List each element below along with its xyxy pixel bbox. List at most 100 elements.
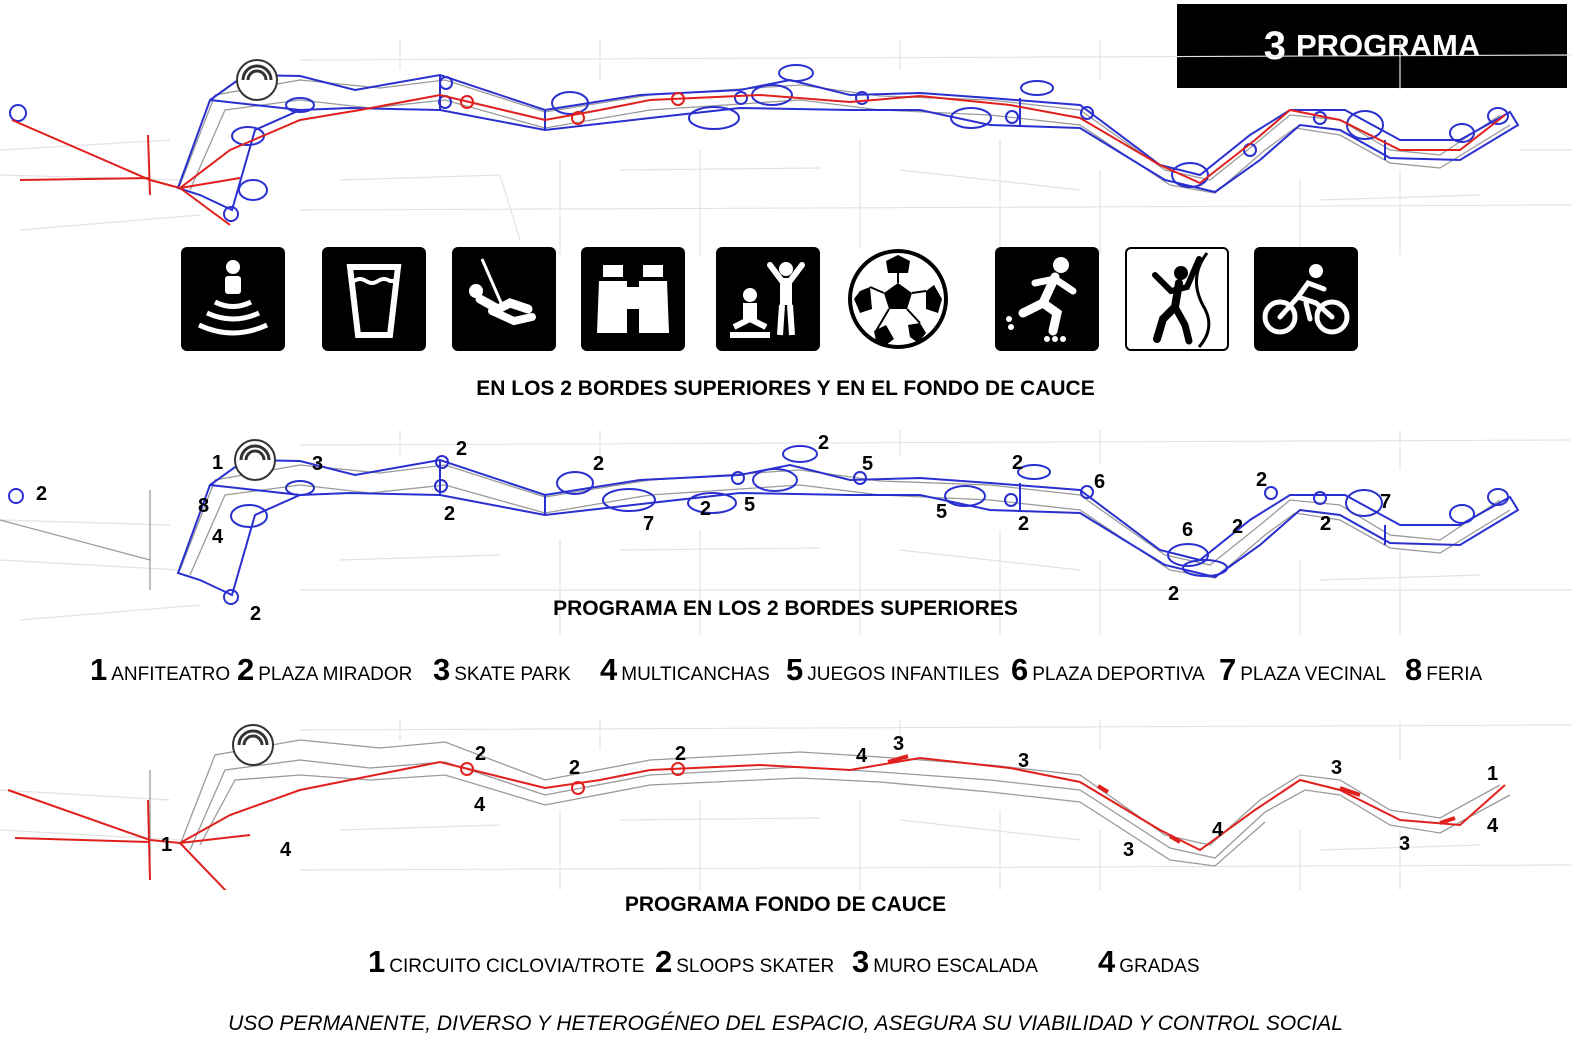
legend-number: 3 bbox=[433, 652, 451, 687]
legend-riverbed: 1 CIRCUITO CICLOVIA/TROTE 2 SLOOPS SKATER … bbox=[0, 944, 1571, 984]
map-number-label: 4 bbox=[212, 526, 224, 548]
activity-icons-row bbox=[0, 247, 1571, 353]
map-number-label: 3 bbox=[1018, 750, 1029, 772]
map-number-label: 4 bbox=[856, 745, 868, 767]
caption-combined-program: EN LOS 2 BORDES SUPERIORES Y EN EL FONDO… bbox=[476, 377, 1095, 400]
children-play-icon bbox=[716, 247, 820, 351]
legend-label: FERIA bbox=[1426, 664, 1483, 685]
legend-item-feria: 8 FERIA bbox=[1405, 652, 1482, 688]
section-title-text: PROGRAMA bbox=[1295, 28, 1481, 63]
legend-label: SKATE PARK bbox=[454, 664, 571, 685]
map-number-label: 6 bbox=[1182, 519, 1193, 541]
map-number-label: 2 bbox=[36, 483, 47, 505]
legend-number: 4 bbox=[1098, 944, 1116, 979]
map-number-label: 2 bbox=[1256, 469, 1267, 491]
map-number-label: 4 bbox=[280, 839, 292, 861]
legend-number: 2 bbox=[237, 652, 255, 687]
legend-label: PLAZA VECINAL bbox=[1240, 664, 1386, 685]
map-number-label: 2 bbox=[1232, 516, 1243, 538]
legend-item-multicanchas: 4 MULTICANCHAS bbox=[600, 652, 770, 688]
map-number-label: 2 bbox=[700, 498, 711, 520]
binoculars-icon bbox=[581, 247, 685, 351]
legend-number: 4 bbox=[600, 652, 618, 687]
legend-label: MURO ESCALADA bbox=[873, 956, 1038, 977]
map-number-label: 2 bbox=[475, 743, 486, 765]
map-number-label: 2 bbox=[1018, 513, 1029, 535]
legend-label: MULTICANCHAS bbox=[621, 664, 770, 685]
map-number-label: 2 bbox=[593, 453, 604, 475]
map-number-label: 5 bbox=[936, 501, 947, 523]
legend-number: 2 bbox=[655, 944, 673, 979]
map-number-label: 1 bbox=[161, 834, 172, 856]
legend-label: CIRCUITO CICLOVIA/TROTE bbox=[389, 956, 645, 977]
legend-upper-banks: 1 ANFITEATRO 2 PLAZA MIRADOR 3 SKATE PARK 4… bbox=[0, 652, 1571, 692]
caption-upper-banks: PROGRAMA EN LOS 2 BORDES SUPERIORES bbox=[553, 597, 1018, 620]
bicycle-icon bbox=[1254, 247, 1358, 351]
map-number-label: 2 bbox=[1168, 583, 1179, 605]
legend-item-circuito: 1 CIRCUITO CICLOVIA/TROTE bbox=[368, 944, 644, 980]
map-number-label: 3 bbox=[1123, 839, 1134, 861]
map-number-label: 2 bbox=[250, 603, 261, 625]
map-number-label: 4 bbox=[1212, 819, 1224, 841]
map-number-label: 2 bbox=[675, 743, 686, 765]
climbing-icon bbox=[1125, 247, 1229, 351]
map-number-label: 2 bbox=[1320, 513, 1331, 535]
map-number-label: 7 bbox=[1380, 491, 1391, 513]
legend-item-gradas: 4 GRADAS bbox=[1098, 944, 1200, 980]
soccer-ball-icon bbox=[846, 247, 950, 351]
legend-number: 7 bbox=[1219, 652, 1237, 687]
legend-label: SLOOPS SKATER bbox=[676, 956, 835, 977]
legend-number: 8 bbox=[1405, 652, 1423, 687]
map-number-label: 3 bbox=[893, 733, 904, 755]
section-title: 3 PROGRAMA bbox=[1177, 4, 1567, 88]
map-number-label: 5 bbox=[862, 453, 873, 475]
legend-item-juegos-infantiles: 5 JUEGOS INFANTILES bbox=[786, 652, 999, 688]
legend-item-plaza-vecinal: 7 PLAZA VECINAL bbox=[1219, 652, 1386, 688]
map-number-label: 4 bbox=[1487, 815, 1499, 837]
map-combined-program bbox=[0, 40, 1571, 255]
legend-number: 1 bbox=[368, 944, 386, 979]
legend-item-muro-escalada: 3 MURO ESCALADA bbox=[852, 944, 1038, 980]
drinking-water-icon bbox=[322, 247, 426, 351]
legend-item-plaza-mirador: 2 PLAZA MIRADOR bbox=[237, 652, 412, 688]
rollerblade-icon bbox=[995, 247, 1099, 351]
caption-riverbed: PROGRAMA FONDO DE CAUCE bbox=[624, 893, 947, 916]
legend-number: 5 bbox=[786, 652, 804, 687]
legend-item-anfiteatro: 1 ANFITEATRO bbox=[90, 652, 230, 688]
legend-number: 6 bbox=[1011, 652, 1029, 687]
amphitheater-icon bbox=[181, 247, 285, 351]
legend-label: PLAZA DEPORTIVA bbox=[1032, 664, 1205, 685]
map-number-label: 2 bbox=[569, 757, 580, 779]
map-number-label: 2 bbox=[1320, 513, 1331, 535]
map-number-label: 1 bbox=[212, 452, 223, 474]
map-number-label: 4 bbox=[474, 794, 486, 816]
amphitheater-plan-icon bbox=[232, 724, 274, 766]
map-number-label: 7 bbox=[643, 513, 654, 535]
map-number-label: 5 bbox=[744, 494, 755, 516]
amphitheater-plan-icon bbox=[236, 59, 278, 101]
riverbed-number-labels: 1 4 2 4 2 2 4 3 3 3 4 3 3 1 4 bbox=[161, 733, 1499, 861]
map-riverbed-program: 1 4 2 4 2 2 4 3 3 3 4 3 3 1 4 bbox=[0, 720, 1571, 890]
legend-label: GRADAS bbox=[1119, 956, 1200, 977]
legend-number: 3 bbox=[852, 944, 870, 979]
map-number-label: 2 bbox=[1012, 452, 1023, 474]
map-number-label: 3 bbox=[312, 453, 323, 475]
map-number-label: 2 bbox=[444, 503, 455, 525]
map-number-label: 6 bbox=[1094, 471, 1105, 493]
map-number-label: 2 bbox=[818, 432, 829, 454]
amphitheater-plan-icon bbox=[234, 439, 276, 481]
legend-item-plaza-deportiva: 6 PLAZA DEPORTIVA bbox=[1011, 652, 1205, 688]
legend-number: 1 bbox=[90, 652, 108, 687]
swing-icon bbox=[452, 247, 556, 351]
legend-label: ANFITEATRO bbox=[111, 664, 231, 685]
footer-statement: USO PERMANENTE, DIVERSO Y HETEROGÉNEO DE… bbox=[228, 1012, 1343, 1035]
legend-label: JUEGOS INFANTILES bbox=[807, 664, 1000, 685]
map-number-label: 1 bbox=[1487, 763, 1498, 785]
map-number-label: 3 bbox=[1331, 757, 1342, 779]
map-number-label: 8 bbox=[198, 495, 209, 517]
legend-item-sloops: 2 SLOOPS SKATER bbox=[655, 944, 834, 980]
map-number-label: 2 bbox=[456, 438, 467, 460]
legend-item-skate-park: 3 SKATE PARK bbox=[433, 652, 571, 688]
